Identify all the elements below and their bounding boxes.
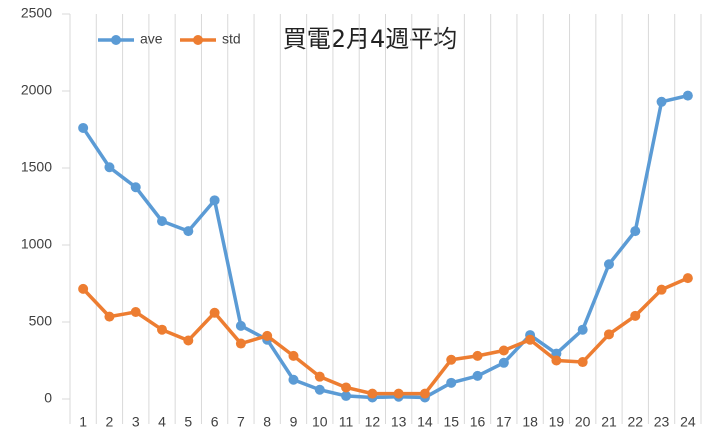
data-point: [393, 388, 404, 399]
x-tick-label: 1: [79, 414, 87, 430]
x-tick-label: 7: [237, 414, 245, 430]
data-point: [656, 284, 667, 295]
y-tick-label: 1000: [21, 236, 52, 252]
x-tick-label: 4: [158, 414, 166, 430]
data-point: [419, 388, 430, 399]
data-point: [78, 283, 89, 294]
y-tick-label: 0: [44, 390, 52, 406]
y-tick-label: 500: [29, 313, 53, 329]
data-point: [157, 216, 168, 227]
data-point: [577, 324, 588, 335]
data-point: [498, 345, 509, 356]
x-tick-label: 13: [391, 414, 407, 430]
x-tick-label: 5: [184, 414, 192, 430]
x-tick-label: 20: [575, 414, 591, 430]
data-point: [130, 182, 141, 193]
data-point: [130, 306, 141, 317]
x-tick-label: 16: [470, 414, 486, 430]
legend-label: ave: [140, 31, 163, 47]
data-point: [446, 377, 457, 388]
data-point: [367, 388, 378, 399]
x-tick-label: 21: [601, 414, 617, 430]
data-point: [183, 335, 194, 346]
x-tick-label: 19: [549, 414, 565, 430]
data-point: [209, 195, 220, 206]
data-point: [577, 357, 588, 368]
legend-marker: [193, 35, 203, 45]
x-tick-label: 18: [522, 414, 538, 430]
data-point: [551, 348, 562, 359]
data-point: [78, 122, 89, 133]
data-point: [603, 259, 614, 270]
data-point: [314, 384, 325, 395]
data-point: [525, 334, 536, 345]
data-point: [446, 354, 457, 365]
data-point: [630, 310, 641, 321]
legend-marker: [111, 35, 121, 45]
x-tick-label: 2: [106, 414, 114, 430]
chart-title: 買電2月4週平均: [283, 25, 458, 53]
data-point: [104, 162, 115, 173]
x-tick-label: 14: [417, 414, 433, 430]
x-tick-label: 17: [496, 414, 512, 430]
data-point: [603, 329, 614, 340]
data-point: [288, 350, 299, 361]
y-tick-label: 2500: [21, 5, 52, 21]
data-point: [498, 357, 509, 368]
data-point: [288, 374, 299, 385]
data-point: [472, 370, 483, 381]
y-tick-label: 1500: [21, 159, 52, 175]
x-tick-label: 12: [365, 414, 381, 430]
data-point: [341, 390, 352, 401]
data-point: [209, 307, 220, 318]
data-point: [656, 96, 667, 107]
data-point: [183, 226, 194, 237]
x-tick-label: 11: [339, 414, 354, 430]
x-tick-label: 24: [680, 414, 696, 430]
x-tick-label: 3: [132, 414, 140, 430]
x-tick-label: 8: [263, 414, 271, 430]
x-tick-label: 6: [211, 414, 219, 430]
x-tick-label: 9: [290, 414, 298, 430]
data-point: [630, 226, 641, 237]
x-tick-label: 15: [443, 414, 459, 430]
data-point: [235, 338, 246, 349]
data-point: [104, 311, 115, 322]
data-point: [314, 371, 325, 382]
data-point: [682, 273, 693, 284]
x-tick-label: 10: [312, 414, 328, 430]
data-point: [157, 324, 168, 335]
data-point: [551, 355, 562, 366]
data-point: [262, 330, 273, 341]
x-tick-label: 23: [654, 414, 670, 430]
data-point: [235, 320, 246, 331]
data-point: [472, 350, 483, 361]
legend-label: std: [222, 31, 241, 47]
y-tick-label: 2000: [21, 82, 52, 98]
data-point: [682, 90, 693, 101]
x-tick-label: 22: [627, 414, 643, 430]
data-point: [341, 382, 352, 393]
